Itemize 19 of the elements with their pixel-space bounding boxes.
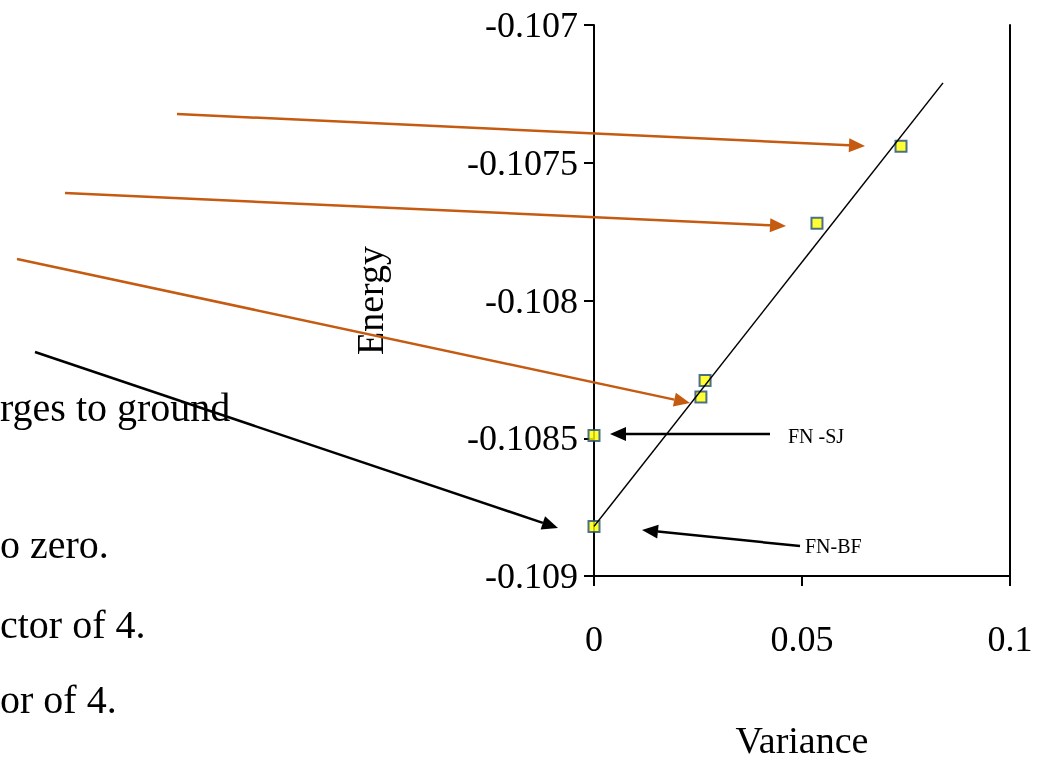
x-tick-label: 0	[585, 619, 603, 659]
y-tick-label: -0.107	[485, 5, 578, 45]
point	[587, 519, 601, 533]
annotation: FN-BF	[805, 535, 862, 557]
y-tick-label: -0.1085	[467, 418, 578, 459]
annotation: FN -SJ	[788, 425, 845, 447]
text: or of 4.	[0, 677, 117, 722]
x-axis-title: Variance	[735, 719, 869, 761]
point	[810, 216, 824, 230]
point	[587, 428, 601, 442]
text: o zero.	[0, 522, 109, 567]
y-tick-label: -0.109	[485, 556, 578, 596]
y-tick-label: -0.108	[485, 280, 578, 321]
y-tick-label: -0.1075	[467, 142, 578, 183]
text: ctor of 4.	[0, 602, 146, 647]
point	[894, 139, 908, 153]
y-axis-title: Energy	[349, 245, 391, 356]
x-tick-label: 0.05	[770, 619, 834, 659]
x-tick-label: 0.1	[987, 619, 1033, 659]
